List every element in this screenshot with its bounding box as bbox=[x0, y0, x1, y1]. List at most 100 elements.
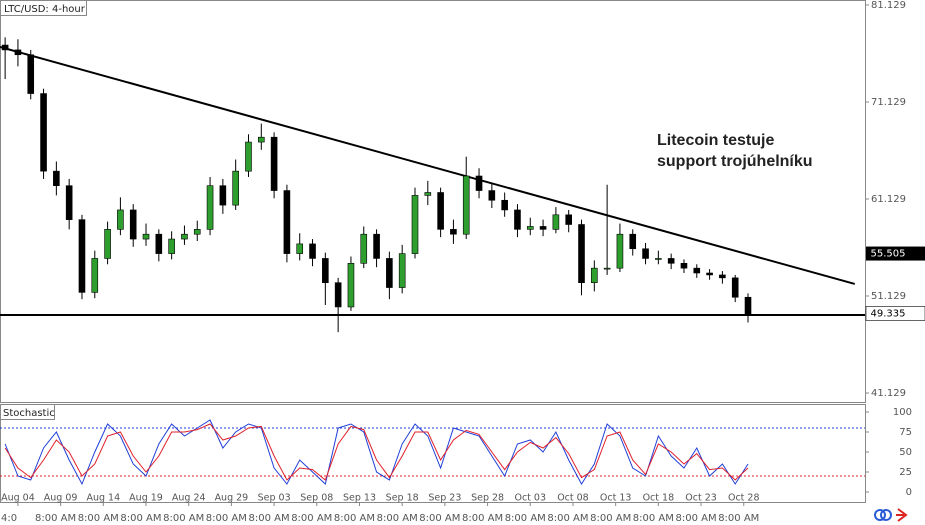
candle-body bbox=[616, 233, 624, 269]
stoch-frame bbox=[0, 404, 866, 503]
x-tick-label: Sep 28 bbox=[471, 493, 504, 504]
y-tick-label: 100 bbox=[893, 407, 912, 418]
candle-body bbox=[334, 282, 342, 308]
price-tag bbox=[865, 306, 925, 321]
candle-body bbox=[462, 175, 470, 235]
time-label: 8:00 AM bbox=[291, 513, 332, 524]
candle-body bbox=[117, 209, 124, 230]
candle-body bbox=[129, 209, 137, 240]
time-label: 8:00 AM bbox=[163, 513, 204, 524]
x-tick-label: Oct 08 bbox=[557, 493, 589, 504]
candle-body bbox=[27, 54, 35, 94]
x-tick-label: Sep 23 bbox=[428, 493, 461, 504]
link-icon[interactable] bbox=[880, 509, 892, 521]
time-label: 8:00 AM bbox=[78, 513, 119, 524]
candle-body bbox=[526, 226, 534, 230]
price-tag bbox=[866, 246, 925, 261]
x-tick-label: Aug 14 bbox=[86, 493, 120, 504]
candle-body bbox=[398, 253, 406, 288]
y-tick-label: 0 bbox=[906, 487, 912, 498]
annotation: support trojúhelníku bbox=[657, 153, 813, 170]
x-tick-label: Sep 08 bbox=[300, 493, 333, 504]
x-tick-label: Sep 18 bbox=[386, 493, 419, 504]
x-tick-label: Sep 13 bbox=[343, 493, 376, 504]
candle-body bbox=[603, 267, 611, 270]
stoch-title-box bbox=[0, 404, 55, 420]
price-tag-label: 49.335 bbox=[871, 308, 906, 319]
candle-body bbox=[667, 258, 675, 264]
candle-body bbox=[629, 233, 637, 250]
candle-body bbox=[514, 209, 521, 230]
candle-body bbox=[680, 263, 688, 269]
x-tick-label: Oct 23 bbox=[685, 493, 717, 504]
y-tick-label: 81.129 bbox=[871, 0, 906, 11]
time-label: 8:00 AM bbox=[334, 513, 375, 524]
candle-body bbox=[373, 233, 380, 259]
candle-body bbox=[65, 185, 73, 220]
candle-body bbox=[539, 226, 547, 230]
x-tick-label: Oct 18 bbox=[643, 493, 675, 504]
y-tick-label: 41.129 bbox=[871, 388, 906, 399]
candle-body bbox=[360, 233, 368, 264]
x-tick-label: Oct 28 bbox=[728, 493, 760, 504]
chart-title: LTC/USD: 4-hour bbox=[4, 4, 86, 15]
candle-body bbox=[731, 277, 739, 298]
candle-body bbox=[40, 93, 47, 172]
candle-body bbox=[642, 248, 649, 259]
arrow-icon[interactable] bbox=[896, 508, 908, 522]
annotation: Litecoin testuje bbox=[657, 132, 774, 149]
time-label: 8:00 AM bbox=[547, 513, 588, 524]
time-label: 8:00 AM bbox=[676, 513, 717, 524]
candle-body bbox=[744, 296, 752, 315]
candle-body bbox=[322, 258, 329, 284]
candle-body bbox=[296, 243, 304, 254]
candle-body bbox=[693, 267, 701, 274]
y-tick-label: 25 bbox=[899, 467, 912, 478]
toolbar-icons[interactable] bbox=[874, 508, 908, 522]
candle-body bbox=[501, 199, 508, 211]
time-label: 8:00 AM bbox=[718, 513, 759, 524]
x-tick-label: Sep 03 bbox=[258, 493, 291, 504]
candle-body bbox=[591, 267, 598, 284]
candle-body bbox=[475, 175, 483, 191]
title-box bbox=[0, 0, 87, 16]
stoch-title: Stochastic bbox=[3, 408, 55, 419]
candle-body bbox=[552, 214, 560, 230]
time-label: 8:00 AM bbox=[377, 513, 418, 524]
candle-body bbox=[309, 243, 316, 259]
candle-body bbox=[104, 229, 111, 259]
candle-body bbox=[193, 229, 201, 235]
candle-body bbox=[719, 274, 726, 279]
candle-body bbox=[1, 44, 9, 51]
stoch-line bbox=[4, 419, 749, 486]
y-tick-label: 71.129 bbox=[871, 97, 906, 108]
candle-body bbox=[578, 224, 585, 284]
candle-body bbox=[424, 192, 432, 196]
candle-body bbox=[232, 170, 239, 206]
x-tick-label: Aug 29 bbox=[215, 493, 249, 504]
candle-body bbox=[14, 49, 22, 56]
trendline bbox=[0, 46, 856, 285]
candle-body bbox=[283, 190, 291, 254]
time-label: 8:00 AM bbox=[120, 513, 161, 524]
main-frame bbox=[0, 0, 866, 403]
plot-layer bbox=[0, 37, 865, 486]
candle-body bbox=[386, 258, 393, 288]
link-icon[interactable] bbox=[874, 509, 886, 521]
candle-body bbox=[411, 195, 419, 254]
x-tick-label: Aug 19 bbox=[129, 493, 163, 504]
x-tick-label: Oct 13 bbox=[600, 493, 632, 504]
y-tick-label: 61.129 bbox=[871, 194, 906, 205]
stoch-line bbox=[4, 423, 749, 481]
candle-body bbox=[257, 136, 265, 143]
candle-body bbox=[78, 219, 86, 293]
candle-body bbox=[181, 233, 188, 240]
y-tick-label: 51.129 bbox=[871, 291, 906, 302]
candle-body bbox=[565, 214, 572, 225]
x-tick-label: Aug 24 bbox=[172, 493, 206, 504]
time-label: 8:00 AM bbox=[419, 513, 460, 524]
time-label: 8:00 AM bbox=[505, 513, 546, 524]
candle-body bbox=[450, 229, 457, 235]
candle-body bbox=[91, 258, 99, 293]
time-label: 8:00 AM bbox=[462, 513, 503, 524]
